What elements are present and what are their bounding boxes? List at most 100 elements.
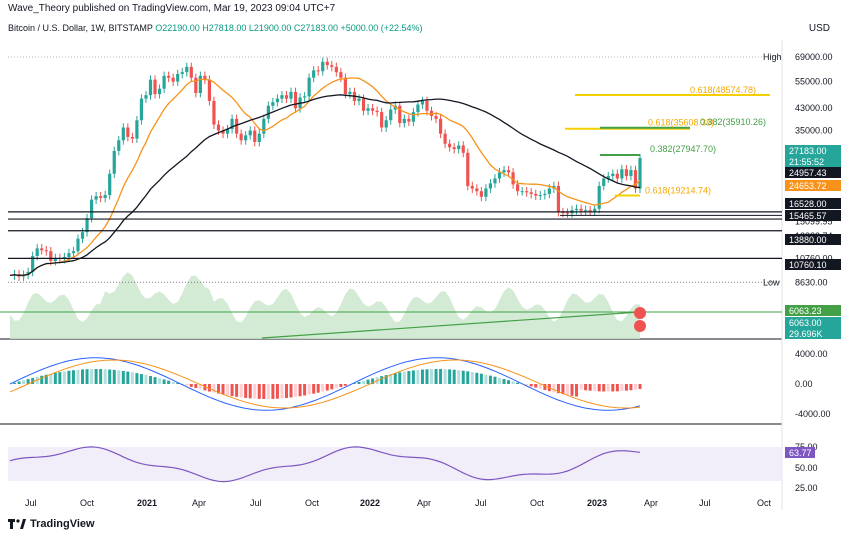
price-tag-text: 24653.72 [789,181,827,191]
macd-bar [212,384,216,393]
macd-bar [117,370,121,384]
candle-body [144,95,148,99]
macd-bar [579,384,583,390]
macd-bar [611,384,615,392]
price-tag-text: 6063.00 [789,318,822,328]
price-tag-text: 21:55:52 [789,157,824,167]
macd-bar [402,371,406,384]
candle-body [76,238,80,252]
macd-bar [606,384,610,392]
candle-body [488,183,493,189]
candle-body [370,108,375,111]
ma-50-line [9,77,641,277]
candle-body [615,173,619,179]
candle-body [35,248,39,256]
macd-bar [516,382,520,384]
candle-body [565,212,570,214]
macd-bar [253,384,257,399]
candle-body [384,120,388,128]
macd-bar [380,376,384,384]
macd-bar [330,384,334,390]
high-value: H27818.00 [202,23,247,33]
macd-bar [538,384,542,389]
candle-body [438,118,443,134]
macd-bar [17,381,21,384]
candle-body [67,253,71,257]
macd-bar [99,369,103,384]
candle-body [529,192,533,194]
macd-bar [488,375,492,384]
macd-bar [448,369,452,384]
macd-bar [298,384,302,397]
macd-bar [416,369,420,384]
price-tick: 43000.00 [795,103,833,113]
candle-body [53,257,57,262]
change-value: +5000.00 (+22.54%) [340,23,423,33]
macd-bar [216,384,220,394]
macd-bar [452,369,456,384]
macd-bar [597,384,601,392]
macd-tick: -4000.00 [795,409,831,419]
candle-body [511,172,515,185]
candle-body [162,75,166,89]
macd-bar [271,384,275,399]
tradingview-footer[interactable]: TradingView [8,518,95,530]
candle-body [108,173,112,196]
macd-bar [565,384,569,396]
macd-bar [244,384,248,398]
candle-body [135,120,139,139]
time-tick: Oct [80,498,95,508]
candle-body [339,72,343,78]
macd-bar [108,369,112,384]
candle-body [157,88,162,95]
candle-body [31,255,35,272]
candle-body [235,118,239,134]
candle-body [40,248,44,251]
candle-body [284,95,289,99]
macd-bar [629,384,633,391]
time-tick: Oct [305,498,320,508]
candle-body [117,140,121,151]
macd-bar [76,369,80,384]
price-tag-text: 6063.23 [789,306,822,316]
macd-bar [158,378,162,384]
high-label: High [763,52,782,62]
macd-bar [366,379,370,384]
flash-icon [634,307,646,319]
price-tag [785,305,841,316]
candle-body [321,61,325,72]
candle-body [506,170,511,173]
price-tag-text: 29.696K [789,329,823,339]
macd-bar [176,383,180,384]
macd-bar [561,384,565,395]
candle-body [448,143,452,148]
time-tick: Apr [644,498,658,508]
price-tick: 10760.00 [795,253,833,263]
macd-bar [144,375,148,384]
macd-bar [624,384,628,391]
macd-bar [502,378,506,384]
candle-body [99,196,103,198]
price-tag [785,328,841,339]
macd-bar [584,384,588,391]
macd-bar [602,384,606,392]
macd-bar [525,384,529,386]
candle-body [479,191,483,197]
price-tag-text: 16528.00 [789,199,827,209]
candle-body [470,185,474,189]
price-tag [785,156,841,167]
macd-bar [81,369,85,384]
price-tag [785,167,841,178]
candle-body [176,73,180,82]
macd-bar [135,373,139,384]
macd-bar [167,380,171,384]
ohlc-legend: Bitcoin / U.S. Dollar, 1W, BITSTAMP O221… [8,23,423,33]
currency-label: USD [808,23,830,34]
flag-icon [634,320,646,332]
macd-bar [339,384,343,387]
candle-body [203,75,207,80]
candle-body [126,127,130,137]
candle-body [293,91,298,109]
volume-trendline [261,311,641,339]
